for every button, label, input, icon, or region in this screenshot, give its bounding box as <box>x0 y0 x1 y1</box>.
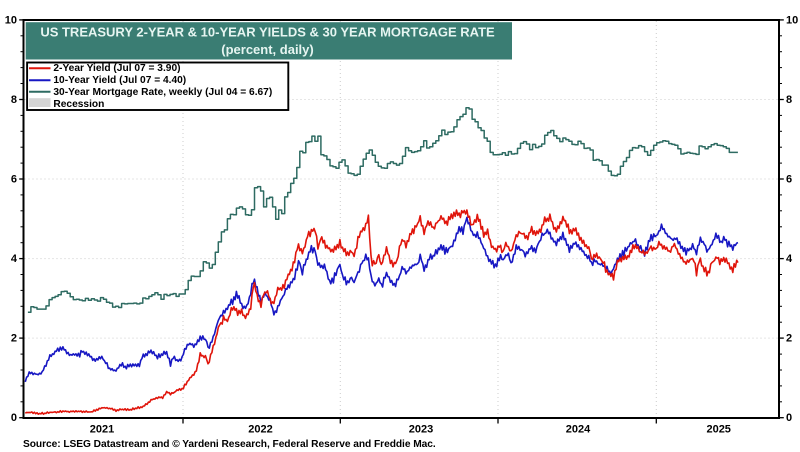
svg-text:0: 0 <box>786 412 792 424</box>
svg-text:8: 8 <box>11 94 17 106</box>
svg-text:2024: 2024 <box>566 423 591 435</box>
svg-text:Recession: Recession <box>53 99 104 110</box>
svg-text:10: 10 <box>5 14 17 26</box>
svg-text:2022: 2022 <box>248 423 272 435</box>
svg-text:2023: 2023 <box>409 423 433 435</box>
svg-text:30-Year Mortgage Rate, weekly: 30-Year Mortgage Rate, weekly (Jul 04 = … <box>53 87 272 98</box>
svg-text:0: 0 <box>11 412 17 424</box>
svg-text:US TREASURY 2-YEAR & 10-YEAR Y: US TREASURY 2-YEAR & 10-YEAR YIELDS & 30… <box>40 25 495 40</box>
svg-text:(percent, daily): (percent, daily) <box>221 42 313 57</box>
svg-text:6: 6 <box>786 173 792 185</box>
svg-text:2025: 2025 <box>706 423 730 435</box>
svg-text:2021: 2021 <box>90 423 114 435</box>
svg-text:4: 4 <box>786 253 793 265</box>
svg-text:Source: LSEG Datastream and ©: Source: LSEG Datastream and © Yardeni Re… <box>23 439 436 450</box>
svg-text:2: 2 <box>786 333 792 345</box>
svg-text:2: 2 <box>11 333 17 345</box>
svg-text:2-Year Yield (Jul 07 = 3.90): 2-Year Yield (Jul 07 = 3.90) <box>53 63 180 74</box>
svg-text:4: 4 <box>11 253 18 265</box>
svg-text:8: 8 <box>786 94 792 106</box>
svg-text:6: 6 <box>11 173 17 185</box>
svg-text:10: 10 <box>786 14 798 26</box>
svg-text:10-Year Yield (Jul 07 = 4.40): 10-Year Yield (Jul 07 = 4.40) <box>53 75 186 86</box>
